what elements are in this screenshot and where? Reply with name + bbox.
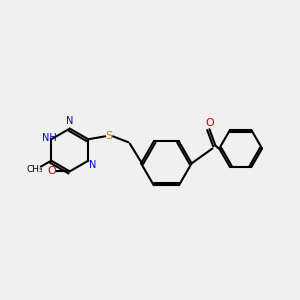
Text: S: S xyxy=(106,131,113,141)
Text: N: N xyxy=(66,116,74,126)
Text: NH: NH xyxy=(42,133,57,143)
Text: O: O xyxy=(205,118,214,128)
Text: CH₃: CH₃ xyxy=(27,165,43,174)
Text: O: O xyxy=(47,167,56,176)
Text: N: N xyxy=(89,160,96,170)
